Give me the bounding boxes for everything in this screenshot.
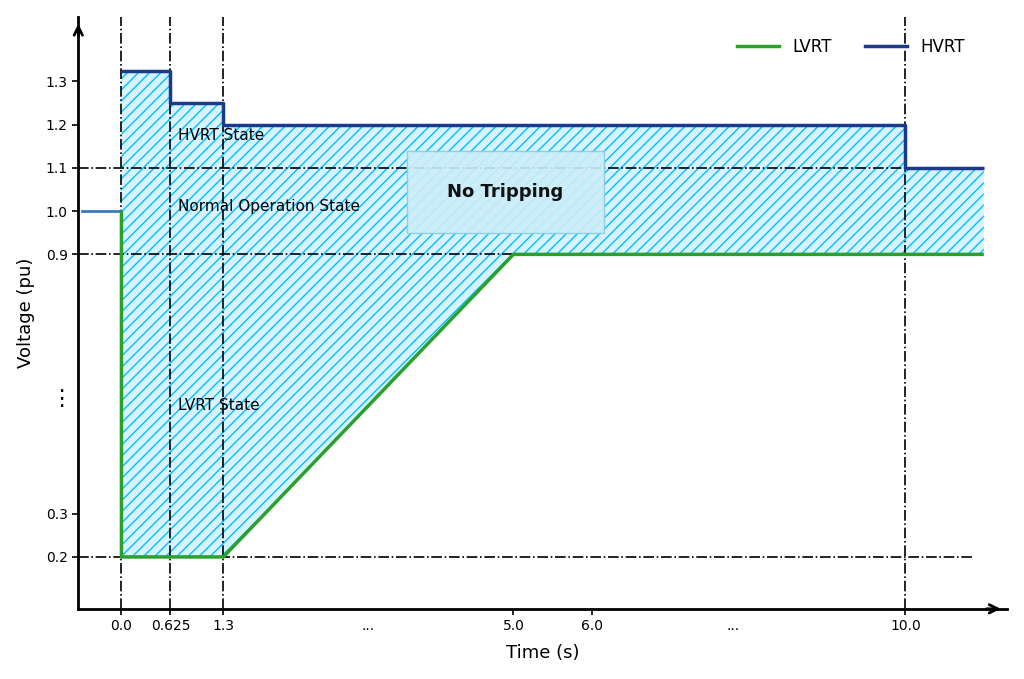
Text: LVRT State: LVRT State bbox=[178, 398, 259, 413]
Text: Normal Operation State: Normal Operation State bbox=[178, 200, 359, 215]
Legend: LVRT, HVRT: LVRT, HVRT bbox=[730, 31, 971, 62]
FancyBboxPatch shape bbox=[407, 151, 604, 233]
Text: HVRT State: HVRT State bbox=[178, 128, 264, 143]
Text: No Tripping: No Tripping bbox=[447, 183, 564, 201]
X-axis label: Time (s): Time (s) bbox=[506, 644, 580, 662]
Text: ⋮: ⋮ bbox=[50, 389, 73, 409]
Y-axis label: Voltage (pu): Voltage (pu) bbox=[16, 257, 35, 368]
